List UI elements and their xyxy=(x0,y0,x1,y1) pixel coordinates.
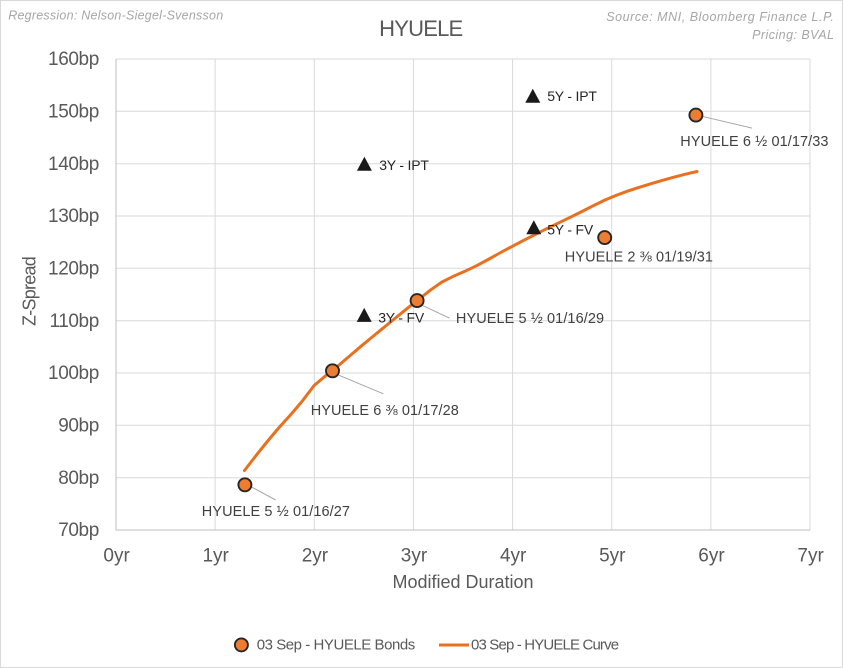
svg-text:80bp: 80bp xyxy=(58,468,99,489)
svg-text:3Y - FV: 3Y - FV xyxy=(378,310,425,326)
svg-text:70bp: 70bp xyxy=(58,520,99,541)
svg-text:Modified Duration: Modified Duration xyxy=(392,572,533,592)
svg-text:HYUELE 5 ½ 01/16/27: HYUELE 5 ½ 01/16/27 xyxy=(202,504,350,520)
svg-text:HYUELE 6 ½ 01/17/33: HYUELE 6 ½ 01/17/33 xyxy=(680,134,828,150)
svg-text:160bp: 160bp xyxy=(48,49,99,70)
svg-text:150bp: 150bp xyxy=(48,102,99,123)
svg-text:3yr: 3yr xyxy=(401,545,428,566)
svg-text:130bp: 130bp xyxy=(48,206,99,227)
svg-text:Source: MNI, Bloomberg Finance: Source: MNI, Bloomberg Finance L.P. xyxy=(606,10,834,24)
svg-text:110bp: 110bp xyxy=(49,311,98,332)
svg-text:7yr: 7yr xyxy=(797,545,824,566)
svg-text:100bp: 100bp xyxy=(48,363,99,384)
svg-text:0yr: 0yr xyxy=(103,545,130,566)
svg-text:HYUELE 2 ⅜ 01/19/31: HYUELE 2 ⅜ 01/19/31 xyxy=(565,250,713,266)
svg-text:5Y - FV: 5Y - FV xyxy=(547,221,594,237)
svg-text:1yr: 1yr xyxy=(202,545,229,566)
svg-text:5Y - IPT: 5Y - IPT xyxy=(547,88,597,104)
svg-text:90bp: 90bp xyxy=(58,416,99,437)
svg-text:Pricing: BVAL: Pricing: BVAL xyxy=(752,28,834,42)
svg-text:120bp: 120bp xyxy=(48,259,99,280)
svg-text:2yr: 2yr xyxy=(302,545,329,566)
svg-text:6yr: 6yr xyxy=(698,545,725,566)
svg-text:140bp: 140bp xyxy=(48,154,99,175)
svg-text:4yr: 4yr xyxy=(500,545,527,566)
svg-text:Regression: Nelson-Siegel-Sven: Regression: Nelson-Siegel-Svensson xyxy=(8,9,223,23)
svg-text:HYUELE: HYUELE xyxy=(379,16,462,41)
svg-text:HYUELE 5 ½ 01/16/29: HYUELE 5 ½ 01/16/29 xyxy=(456,311,604,327)
svg-text:03 Sep - HYUELE Bonds: 03 Sep - HYUELE Bonds xyxy=(257,637,415,654)
svg-text:5yr: 5yr xyxy=(599,545,626,566)
svg-text:03 Sep - HYUELE Curve: 03 Sep - HYUELE Curve xyxy=(471,637,619,654)
svg-text:3Y - IPT: 3Y - IPT xyxy=(379,157,429,173)
svg-text:Z-Spread: Z-Spread xyxy=(19,257,39,326)
svg-text:HYUELE 6 ⅜ 01/17/28: HYUELE 6 ⅜ 01/17/28 xyxy=(311,403,459,419)
